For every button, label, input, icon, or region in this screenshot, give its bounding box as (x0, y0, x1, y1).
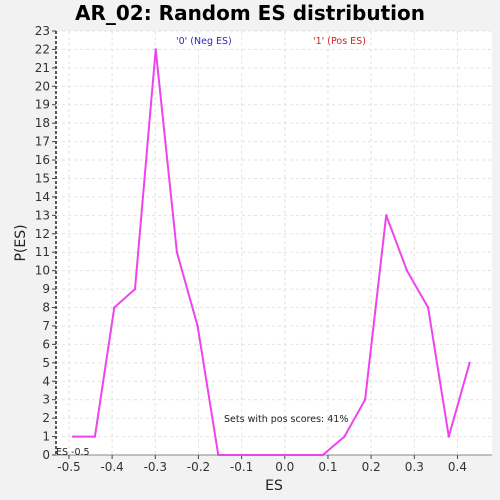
y-tick-label: 0 (42, 448, 50, 462)
y-tick-label: 10 (35, 264, 50, 278)
pos-scores-annotation: Sets with pos scores: 41% (224, 414, 348, 425)
x-tick-label: -0.3 (144, 460, 167, 474)
plot-area (56, 31, 492, 455)
y-tick-label: 13 (35, 208, 50, 222)
grid (56, 30, 492, 456)
x-tick-label: -0.4 (100, 460, 123, 474)
data-point (175, 251, 179, 254)
y-tick-label: 3 (42, 393, 50, 407)
data-point (93, 435, 97, 438)
data-point (468, 361, 471, 365)
data-point (217, 453, 220, 457)
data-point (385, 214, 388, 217)
data-point (363, 398, 367, 401)
y-tick-label: 16 (35, 153, 50, 167)
x-ticks: -0.5 -0.4 -0.3 -0.2 -0.1 0.0 0.1 0.2 0.3 0.4 (57, 455, 467, 474)
y-tick-label: 17 (35, 135, 50, 149)
x-axis-title: ES (265, 478, 283, 494)
data-point (426, 306, 430, 309)
data-point (72, 435, 75, 438)
y-tick-label: 23 (35, 24, 50, 38)
x-tick-label: 0.4 (448, 460, 467, 474)
series-line (73, 49, 471, 456)
y-tick-label: 21 (35, 61, 50, 75)
chart-title: AR_02: Random ES distribution (75, 1, 425, 25)
y-tick-label: 19 (35, 98, 50, 112)
data-point (405, 269, 409, 272)
series (72, 48, 471, 457)
y-tick-label: 15 (35, 171, 50, 185)
data-point (447, 435, 451, 438)
y-tick-label: 1 (42, 430, 50, 444)
y-tick-label: 12 (35, 227, 50, 241)
y-tick-label: 2 (42, 411, 50, 425)
data-point (321, 453, 324, 457)
x-tick-label: 0.0 (275, 460, 294, 474)
y-tick-label: 5 (42, 356, 50, 370)
data-point (154, 48, 157, 51)
x-tick-label: -0.2 (187, 460, 210, 474)
x-tick-label: 0.1 (318, 460, 337, 474)
data-point (343, 435, 346, 438)
x-tick-label: 0.2 (362, 460, 381, 474)
y-tick-label: 8 (42, 301, 50, 315)
y-tick-label: 9 (42, 282, 50, 296)
x-tick-label: -0.1 (230, 460, 253, 474)
y-tick-label: 11 (35, 245, 50, 259)
y-tick-label: 7 (42, 319, 50, 333)
legend-pos-es: '1' (Pos ES) (313, 36, 366, 47)
y-axis-title: P(ES) (13, 224, 29, 261)
data-point (133, 287, 137, 291)
data-point (196, 324, 199, 328)
es-marker-label: ES -0.5 (56, 447, 90, 458)
y-tick-label: 20 (35, 79, 50, 93)
data-point (113, 306, 116, 309)
x-tick-label: 0.3 (405, 460, 424, 474)
y-tick-label: 14 (35, 190, 50, 204)
x-tick-label: -0.5 (57, 460, 80, 474)
y-tick-label: 4 (42, 374, 50, 388)
legend-neg-es: '0' (Neg ES) (176, 36, 232, 47)
y-tick-label: 6 (42, 337, 50, 351)
y-tick-label: 22 (35, 42, 50, 56)
y-tick-label: 18 (35, 116, 50, 130)
